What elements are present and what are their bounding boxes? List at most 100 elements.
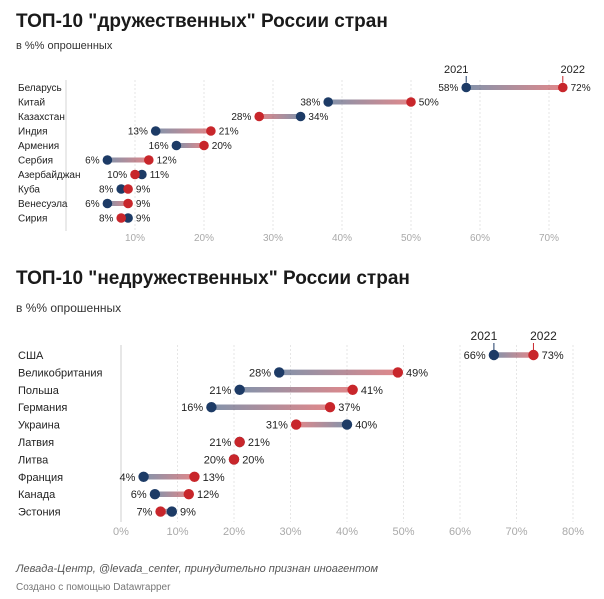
value-label-left: 28%: [231, 112, 251, 123]
dot-2022: [347, 384, 358, 395]
category-label: Польша: [18, 385, 60, 397]
legend-2021: 2021: [471, 329, 498, 343]
category-label: Германия: [18, 402, 67, 414]
category-label: Украина: [18, 420, 61, 432]
x-tick-label: 80%: [562, 526, 584, 538]
x-tick-label: 50%: [401, 233, 421, 244]
value-label-left: 38%: [300, 98, 320, 109]
dot-2021: [102, 198, 113, 209]
dot-2022: [155, 506, 166, 517]
value-label-left: 21%: [209, 385, 231, 397]
category-label: Венесуэла: [18, 199, 68, 210]
value-label-right: 12%: [157, 156, 177, 167]
dot-2022: [189, 471, 200, 482]
dot-2022: [123, 184, 133, 194]
legend-2022: 2022: [530, 329, 557, 343]
x-tick-label: 50%: [392, 526, 414, 538]
category-label: Азербайджан: [18, 169, 81, 181]
category-label: Великобритания: [18, 367, 103, 379]
dot-2022: [558, 82, 568, 93]
x-tick-label: 20%: [194, 233, 214, 244]
value-label-right: 34%: [308, 112, 328, 123]
value-label-left: 7%: [136, 507, 152, 519]
dot-2021: [102, 155, 113, 165]
category-label: Китай: [18, 98, 45, 109]
value-label-left: 10%: [107, 170, 127, 181]
legend-2021: 2021: [444, 64, 468, 76]
value-label-right: 37%: [338, 402, 360, 414]
dot-2022: [206, 126, 216, 136]
value-label-right: 40%: [355, 420, 377, 432]
dot-2022: [123, 198, 133, 209]
category-label: Франция: [18, 472, 63, 484]
dot-2021: [323, 97, 334, 107]
value-label-right: 73%: [542, 350, 564, 362]
value-label-left: 66%: [464, 350, 486, 362]
dot-2022: [183, 489, 194, 500]
category-label: Куба: [18, 184, 40, 196]
value-label-left: 20%: [204, 454, 226, 466]
value-label-left: 31%: [266, 420, 288, 432]
value-label-right: 72%: [571, 83, 591, 94]
value-label-right: 11%: [150, 170, 169, 181]
charts-root: ТОП-10 "дружественных" России стран в %% …: [16, 11, 591, 538]
dot-2021: [341, 419, 353, 430]
value-label-left: 13%: [128, 127, 148, 138]
value-label-right: 41%: [361, 385, 383, 397]
dot-2021: [137, 169, 147, 180]
dot-2021: [149, 489, 161, 500]
category-label: Индия: [18, 127, 48, 138]
dot-2022: [130, 169, 140, 180]
value-label-right: 13%: [203, 472, 225, 484]
x-tick-label: 0%: [113, 526, 129, 538]
value-label-left: 6%: [85, 156, 100, 167]
value-label-left: 8%: [99, 185, 114, 196]
category-label: Канада: [18, 489, 56, 501]
category-label: Сирия: [18, 214, 47, 225]
dot-2022: [254, 111, 264, 122]
category-label: Эстония: [18, 507, 61, 519]
x-tick-label: 70%: [505, 526, 527, 538]
value-label-left: 4%: [119, 472, 135, 484]
dot-2022: [392, 367, 404, 378]
dot-2021: [295, 111, 306, 122]
dot-2022: [199, 140, 209, 151]
value-label-right: 21%: [248, 437, 270, 449]
dot-2021: [461, 82, 472, 93]
value-label-right: 49%: [406, 367, 428, 379]
x-tick-label: 30%: [263, 233, 283, 244]
dot-2022: [528, 349, 539, 361]
value-label-right: 9%: [136, 199, 151, 210]
value-label-right: 20%: [242, 454, 264, 466]
dot-2022: [116, 213, 126, 223]
dot-2021: [206, 402, 217, 413]
dot-2022: [144, 155, 154, 165]
x-tick-label: 70%: [539, 233, 559, 244]
x-tick-label: 60%: [470, 233, 490, 244]
footer-source: Левада-Центр, @levada_center, принудител…: [15, 563, 378, 575]
dot-2021: [116, 184, 126, 194]
dot-2021: [150, 126, 161, 136]
category-label: Беларусь: [18, 83, 62, 94]
chart-1: ТОП-10 "дружественных" России стран в %% …: [16, 11, 591, 244]
value-label-left: 28%: [249, 367, 271, 379]
value-label-left: 16%: [149, 141, 169, 152]
value-label-right: 9%: [136, 214, 151, 225]
value-label-left: 16%: [181, 402, 203, 414]
x-tick-label: 30%: [279, 526, 301, 538]
x-tick-label: 40%: [332, 233, 352, 244]
x-tick-label: 10%: [125, 233, 145, 244]
dot-2021: [138, 471, 149, 482]
category-label: США: [18, 350, 44, 362]
value-label-right: 50%: [419, 98, 439, 109]
x-tick-label: 60%: [449, 526, 471, 538]
dot-2021: [488, 349, 500, 361]
chart-2: ТОП-10 "недружественных" России стран в %…: [16, 268, 584, 538]
dot-2021: [123, 213, 133, 223]
value-label-right: 21%: [219, 127, 239, 138]
value-label-right: 12%: [197, 489, 219, 501]
category-label: Армения: [18, 141, 59, 152]
x-tick-label: 10%: [166, 526, 188, 538]
value-label-left: 8%: [99, 214, 114, 225]
